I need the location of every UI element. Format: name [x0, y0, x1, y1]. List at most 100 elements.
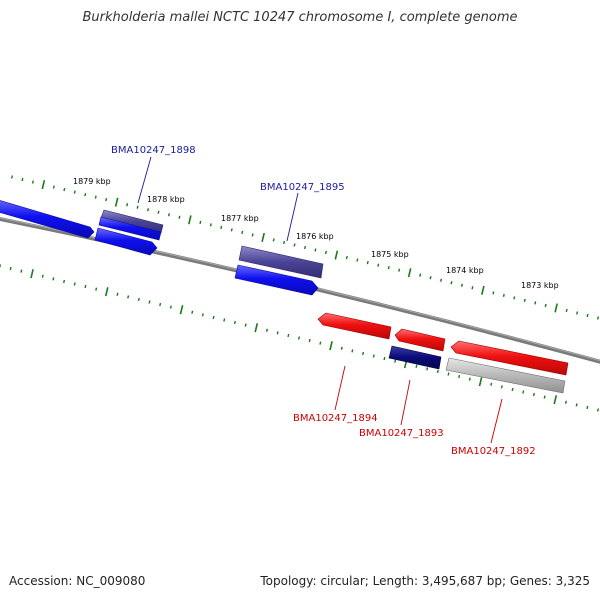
outer-ring-tick	[293, 243, 296, 247]
outer-ring-tick	[324, 250, 327, 255]
inner-ring-tick	[478, 377, 483, 387]
inner-ring-tick	[95, 287, 98, 291]
inner-ring-tick	[329, 341, 333, 351]
inner-ring-tick	[308, 338, 311, 343]
outer-ring-tick	[136, 205, 139, 209]
outer-ring-tick	[387, 266, 390, 270]
outer-ring-tick	[419, 273, 422, 277]
gene-bma10247-1894[interactable]	[317, 312, 392, 340]
gene-label-1895[interactable]: BMA10247_1895	[260, 182, 345, 193]
kbp-labels: 1879 kbp 1878 kbp 1877 kbp 1876 kbp 1875…	[73, 177, 559, 290]
inner-ring-tick	[20, 269, 23, 273]
gene-labels: BMA10247_1898 BMA10247_1895 BMA10247_189…	[111, 145, 536, 457]
gene-label-1898[interactable]: BMA10247_1898	[111, 145, 196, 156]
inner-ring-tick	[127, 295, 130, 299]
outer-ring-tick	[283, 240, 286, 245]
gene-left-edge-forward[interactable]	[0, 199, 95, 239]
outer-ring-tick	[565, 308, 568, 313]
leader-1894	[334, 365, 346, 411]
outer-ring-tick	[199, 220, 202, 224]
inner-ring-tick	[254, 323, 259, 333]
gene-label-1894[interactable]: BMA10247_1894	[293, 413, 378, 424]
outer-ring-tick	[471, 286, 474, 290]
outer-ring-tick	[303, 245, 307, 250]
gene-bma10247-1893[interactable]	[388, 345, 442, 370]
accession-text: Accession: NC_009080	[9, 574, 146, 588]
outer-ring-tick	[178, 215, 181, 219]
inner-ring-tick	[244, 323, 247, 327]
outer-ring-tick	[450, 281, 453, 285]
inner-ring-tick	[169, 305, 172, 309]
outer-ring-tick	[209, 223, 212, 227]
kbp-label-1877: 1877 kbp	[221, 214, 259, 223]
gene-bma10247-1895-b[interactable]	[234, 264, 319, 296]
outer-ring-tick	[126, 203, 129, 207]
inner-ring-tick	[63, 279, 66, 284]
outer-ring-tick	[460, 283, 463, 287]
gene-bma10247-1896[interactable]	[94, 227, 158, 256]
gene-label-1892[interactable]: BMA10247_1892	[451, 446, 536, 457]
kbp-label-1875: 1875 kbp	[371, 250, 409, 259]
outer-ring-tick	[345, 255, 348, 260]
gene-bma10247-1892[interactable]	[445, 357, 566, 394]
gene-bma10247-1893-a[interactable]	[394, 328, 446, 352]
leader-1898	[137, 156, 152, 204]
leader-1893	[400, 379, 411, 426]
inner-ring-tick	[159, 302, 162, 307]
forward-strand-genes	[0, 199, 324, 296]
inner-ring-tick	[9, 266, 12, 271]
gene-bma10247-1892-a[interactable]	[450, 340, 569, 376]
inner-ring-tick	[30, 269, 34, 279]
outer-ring-tick	[429, 276, 432, 280]
gene-label-leaders	[137, 156, 503, 444]
outer-ring-tick	[251, 233, 254, 237]
inner-ring-tick	[212, 315, 215, 320]
inner-ring-tick	[468, 377, 471, 381]
inner-ring-tick	[426, 367, 429, 371]
outer-ring-tick	[314, 248, 317, 252]
outer-ring-tick	[440, 278, 443, 282]
outer-ring-tick	[41, 180, 46, 190]
inner-ring-tick	[104, 287, 109, 297]
inner-ring-tick	[319, 341, 322, 345]
map-title: Burkholderia mallei NCTC 10247 chromosom…	[82, 10, 518, 25]
outer-ring-tick	[31, 180, 34, 184]
leader-1892	[490, 398, 503, 444]
gene-label-1893[interactable]: BMA10247_1893	[359, 428, 444, 439]
outer-tick-ring	[10, 175, 600, 320]
outer-ring-tick	[492, 291, 495, 295]
outer-ring-tick	[596, 316, 600, 320]
inner-ring-tick	[191, 310, 194, 314]
gene-bma10247-1897[interactable]	[98, 216, 162, 241]
inner-ring-tick	[415, 364, 418, 368]
outer-ring-tick	[334, 250, 339, 260]
outer-ring-tick	[157, 210, 160, 214]
inner-ring-tick	[586, 405, 589, 410]
inner-ring-tick	[84, 284, 87, 289]
inner-ring-tick	[532, 392, 535, 397]
outer-ring-tick	[52, 185, 55, 189]
outer-ring-tick	[105, 198, 108, 202]
reverse-strand-genes	[317, 312, 569, 394]
inner-ring-tick	[394, 359, 397, 363]
inner-ring-tick	[201, 313, 204, 317]
kbp-label-1874: 1874 kbp	[446, 266, 484, 275]
inner-ring-tick	[500, 385, 503, 389]
outer-ring-tick	[188, 215, 192, 225]
inner-ring-tick	[265, 328, 268, 332]
leader-1895	[286, 192, 299, 242]
inner-ring-tick	[511, 387, 514, 392]
inner-ring-tick	[179, 305, 184, 315]
outer-ring-tick	[10, 175, 14, 179]
inner-ring-tick	[575, 403, 578, 407]
outer-ring-tick	[220, 225, 223, 229]
kbp-label-1878: 1878 kbp	[147, 195, 185, 204]
outer-ring-tick	[272, 238, 275, 242]
inner-ring-tick	[73, 282, 76, 286]
outer-ring-tick	[366, 260, 369, 265]
inner-ring-tick	[362, 351, 365, 356]
gene-bma10247-1895[interactable]	[238, 245, 324, 279]
outer-ring-tick	[576, 311, 579, 315]
